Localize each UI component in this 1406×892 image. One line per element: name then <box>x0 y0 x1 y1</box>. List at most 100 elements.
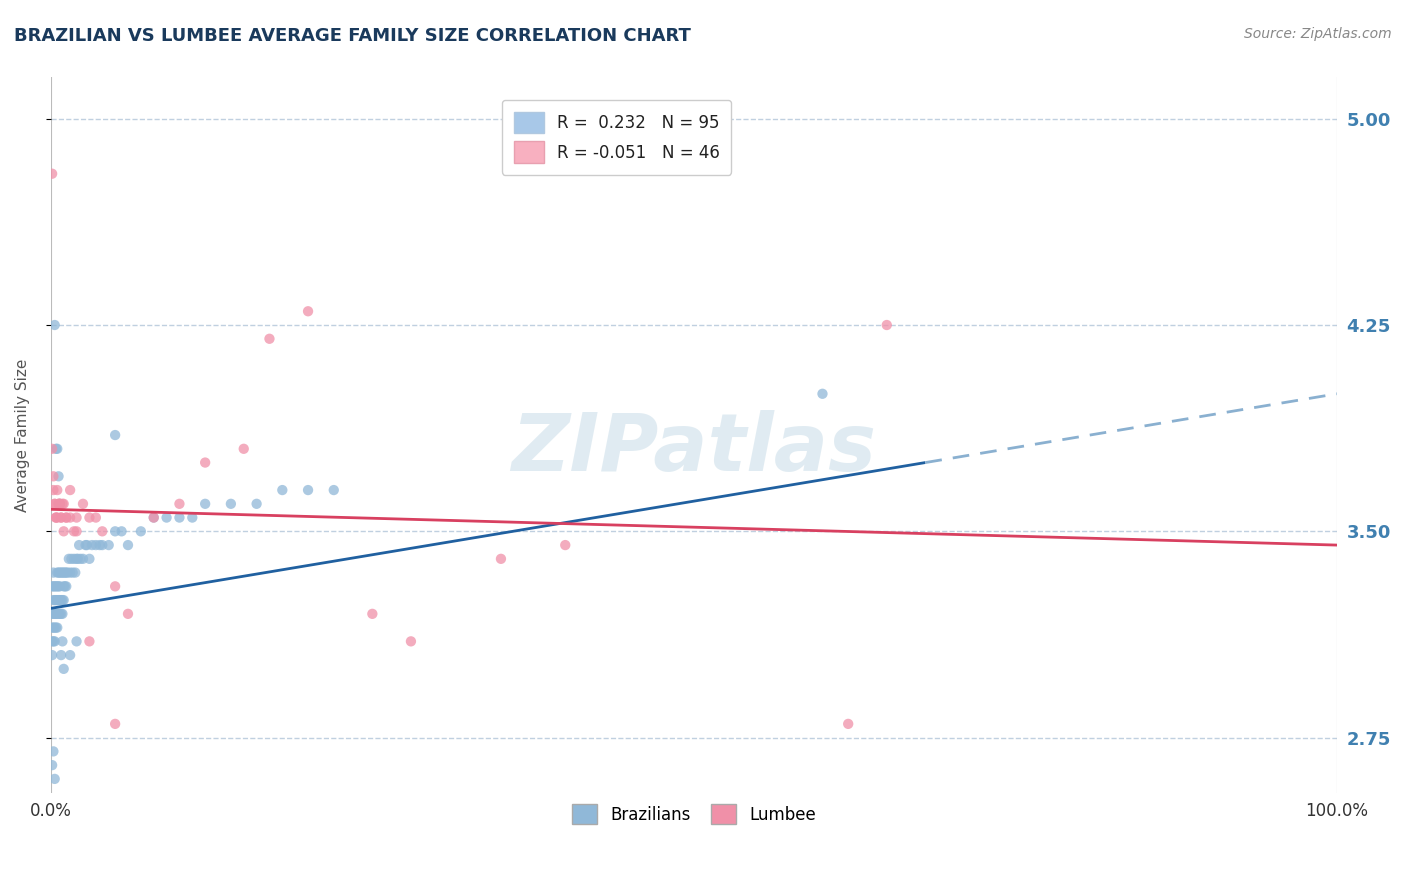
Point <box>52 593 75 607</box>
Point <box>117 607 139 621</box>
Point <box>104 524 127 539</box>
Point <box>63 524 86 539</box>
Point <box>66 551 89 566</box>
Point <box>48 469 70 483</box>
Legend: Brazilians, Lumbee: Brazilians, Lumbee <box>562 794 825 834</box>
Point <box>41 607 63 621</box>
Point <box>142 510 165 524</box>
Point <box>42 483 65 497</box>
Point <box>48 566 70 580</box>
Point <box>837 717 859 731</box>
Point <box>49 497 72 511</box>
Point <box>55 510 77 524</box>
Point <box>49 607 72 621</box>
Point <box>51 634 73 648</box>
Point <box>104 428 127 442</box>
Point <box>65 524 87 539</box>
Point <box>44 772 66 786</box>
Point <box>49 566 72 580</box>
Point <box>44 634 66 648</box>
Point <box>181 510 204 524</box>
Point <box>69 551 91 566</box>
Point <box>52 566 75 580</box>
Point <box>194 456 217 470</box>
Point <box>399 634 422 648</box>
Point <box>75 538 97 552</box>
Point <box>49 579 72 593</box>
Point <box>65 551 87 566</box>
Point <box>79 551 101 566</box>
Point <box>48 497 70 511</box>
Point <box>194 497 217 511</box>
Point <box>489 551 512 566</box>
Point <box>49 593 72 607</box>
Point <box>52 579 75 593</box>
Point <box>49 593 72 607</box>
Point <box>58 551 80 566</box>
Point <box>42 593 65 607</box>
Point <box>80 538 103 552</box>
Point <box>44 593 66 607</box>
Point <box>104 717 127 731</box>
Point <box>271 483 294 497</box>
Point <box>56 566 79 580</box>
Point <box>59 510 82 524</box>
Point <box>361 607 384 621</box>
Point <box>89 538 111 552</box>
Point <box>44 497 66 511</box>
Point <box>55 566 77 580</box>
Point <box>46 566 69 580</box>
Point <box>811 386 834 401</box>
Point <box>63 551 86 566</box>
Point <box>52 524 75 539</box>
Point <box>79 510 101 524</box>
Point <box>297 304 319 318</box>
Point <box>41 758 63 772</box>
Point <box>44 497 66 511</box>
Point <box>104 579 127 593</box>
Point <box>51 566 73 580</box>
Point <box>42 607 65 621</box>
Point <box>65 510 87 524</box>
Point <box>49 510 72 524</box>
Point <box>142 510 165 524</box>
Point <box>41 442 63 456</box>
Point <box>45 607 67 621</box>
Point <box>59 483 82 497</box>
Point <box>41 621 63 635</box>
Point <box>84 510 107 524</box>
Point <box>52 662 75 676</box>
Point <box>42 469 65 483</box>
Point <box>52 497 75 511</box>
Point <box>49 497 72 511</box>
Point <box>51 497 73 511</box>
Point <box>91 524 114 539</box>
Point <box>44 318 66 332</box>
Point <box>45 593 67 607</box>
Point <box>246 497 269 511</box>
Point <box>46 579 69 593</box>
Text: BRAZILIAN VS LUMBEE AVERAGE FAMILY SIZE CORRELATION CHART: BRAZILIAN VS LUMBEE AVERAGE FAMILY SIZE … <box>14 27 690 45</box>
Point <box>59 566 82 580</box>
Point <box>46 621 69 635</box>
Point <box>41 634 63 648</box>
Point <box>97 538 120 552</box>
Point <box>49 648 72 662</box>
Point <box>72 551 94 566</box>
Point <box>46 607 69 621</box>
Point <box>65 634 87 648</box>
Point <box>259 332 281 346</box>
Point <box>44 579 66 593</box>
Point <box>41 167 63 181</box>
Point <box>45 510 67 524</box>
Point <box>45 621 67 635</box>
Point <box>49 566 72 580</box>
Point <box>46 510 69 524</box>
Point <box>67 538 90 552</box>
Point <box>169 497 191 511</box>
Point <box>55 510 77 524</box>
Point <box>46 483 69 497</box>
Point <box>110 524 132 539</box>
Point <box>72 497 94 511</box>
Point <box>45 442 67 456</box>
